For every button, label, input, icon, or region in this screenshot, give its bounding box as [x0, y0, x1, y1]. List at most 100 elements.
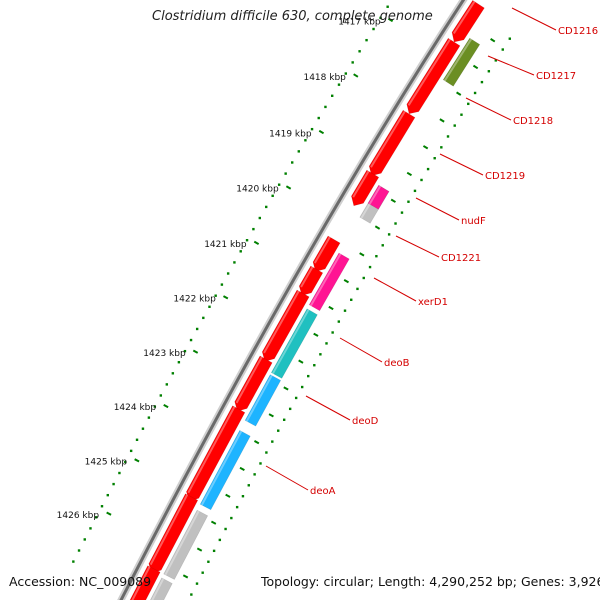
forward-gene-9-highlight — [187, 406, 236, 494]
forward-gene-10-highlight — [149, 494, 189, 566]
inner-tick — [422, 145, 429, 150]
outer-guide-dot — [379, 16, 382, 20]
kbp-tick — [163, 403, 169, 409]
gene-label-leader — [487, 55, 535, 76]
forward-gene-4-highlight — [352, 170, 370, 198]
inner-guide-dot — [337, 320, 341, 323]
outer-guide-dot — [271, 194, 274, 198]
gene-deoa — [199, 429, 251, 511]
gene-labels: CD1216 CD1217 CD1218 CD1219 nudF CD1221 xerD1 d… — [265, 7, 598, 497]
inner-guide-dot — [446, 135, 450, 138]
outer-guide-dot — [112, 482, 115, 486]
gene-label-nudf: nudF — [461, 216, 486, 227]
kbp-tick — [222, 295, 229, 300]
inner-guide-dot — [294, 396, 298, 400]
outer-guide-dot — [147, 416, 151, 419]
kbp-tick-label: 1424 kbp — [114, 403, 157, 413]
outer-guide-dot — [344, 72, 348, 75]
inner-guide-dot — [212, 549, 216, 553]
inner-guide-dot — [241, 495, 245, 498]
kbp-tick — [387, 17, 394, 23]
outer-dotted-guide — [72, 5, 389, 563]
gene-label-leader — [373, 277, 417, 302]
inner-guide-dot — [508, 37, 511, 40]
outer-guide-dot — [202, 316, 205, 320]
forward-gene-7-highlight — [263, 290, 300, 354]
outer-guide-dot — [324, 105, 327, 109]
outer-guide-dot — [141, 427, 145, 430]
outer-guide-dot — [171, 372, 175, 375]
inner-tick — [253, 440, 260, 445]
outer-guide-dot — [95, 516, 98, 519]
forward-strand-genes — [129, 0, 485, 600]
inner-guide-dot — [440, 146, 443, 149]
forward-gene-6 — [298, 265, 324, 296]
inner-tick — [406, 171, 413, 177]
inner-tick — [439, 118, 445, 123]
inner-guide-dot — [259, 462, 262, 465]
forward-gene-11-highlight — [131, 566, 151, 600]
outer-guide-dot — [297, 150, 300, 153]
inner-guide-dot — [343, 309, 347, 312]
inner-guide-dot — [387, 233, 391, 236]
gene-gray-2-highlight — [151, 578, 165, 600]
inner-tick — [359, 252, 365, 257]
accession-value: NC_009089 — [79, 574, 152, 589]
gene-label-leader — [305, 395, 351, 421]
forward-gene-8-highlight — [235, 356, 263, 404]
gene-label-cd1219: CD1219 — [485, 171, 525, 182]
gene-label-cd1218: CD1218 — [513, 116, 553, 127]
gene-label-deoa: deoA — [310, 486, 336, 497]
inner-guide-dot — [190, 593, 193, 596]
outer-guide-dot — [386, 5, 389, 8]
inner-guide-dot — [325, 342, 328, 345]
inner-guide-dot — [253, 473, 256, 476]
inner-guide-dot — [426, 167, 430, 171]
outer-guide-dot — [226, 272, 230, 275]
inner-guide-dot — [277, 429, 280, 432]
gene-gray-1-highlight — [164, 510, 200, 576]
kbp-scale: 1417 kbp 1418 kbp 1419 kbp 1420 kbp 1421 kbp… — [57, 17, 496, 579]
gene-nudf — [367, 184, 390, 210]
outer-guide-dot — [183, 349, 187, 353]
inner-guide-dot — [282, 418, 286, 421]
gene-label-leader — [511, 7, 557, 31]
forward-gene-1 — [451, 0, 485, 43]
outer-guide-dot — [304, 139, 307, 142]
inner-tick — [298, 359, 304, 364]
outer-guide-dot — [153, 405, 157, 408]
forward-gene-2 — [406, 37, 461, 115]
inner-guide-dot — [300, 385, 304, 389]
outer-guide-dot — [159, 394, 163, 397]
gene-label-cd1216: CD1216 — [558, 26, 598, 37]
outer-guide-dot — [252, 227, 255, 231]
forward-gene-2-highlight — [407, 38, 451, 106]
kbp-tick-label: 1417 kbp — [338, 17, 381, 27]
inner-guide-dot — [460, 113, 463, 116]
topology-value: circular — [323, 574, 370, 589]
inner-tick — [472, 64, 479, 70]
outer-guide-dot — [214, 294, 217, 297]
outer-guide-dot — [245, 239, 249, 242]
inner-guide-dot — [230, 516, 233, 520]
outer-guide-dot — [372, 27, 375, 31]
forward-gene-3-highlight — [370, 110, 406, 168]
outer-guide-dot — [124, 460, 127, 464]
gene-deoa-highlight — [200, 430, 243, 506]
inner-guide-dot — [467, 102, 470, 106]
map-title: Clostridium difficile 630, complete geno… — [152, 9, 433, 24]
outer-guide-dot — [118, 471, 121, 475]
gene-label-leader — [439, 153, 484, 176]
inner-guide-dot — [319, 353, 322, 356]
reverse-strand-genes — [150, 37, 481, 600]
outer-guide-dot — [83, 538, 86, 541]
gene-deod-highlight — [245, 374, 273, 422]
inner-tick — [313, 332, 319, 337]
outer-guide-dot — [89, 527, 92, 530]
inner-guide-dot — [501, 48, 504, 51]
inner-tick — [490, 38, 496, 43]
genes-value: 3,926 — [568, 574, 600, 589]
kbp-tick-label: 1425 kbp — [85, 458, 128, 468]
outer-guide-dot — [239, 250, 242, 253]
outer-guide-dot — [317, 116, 320, 120]
